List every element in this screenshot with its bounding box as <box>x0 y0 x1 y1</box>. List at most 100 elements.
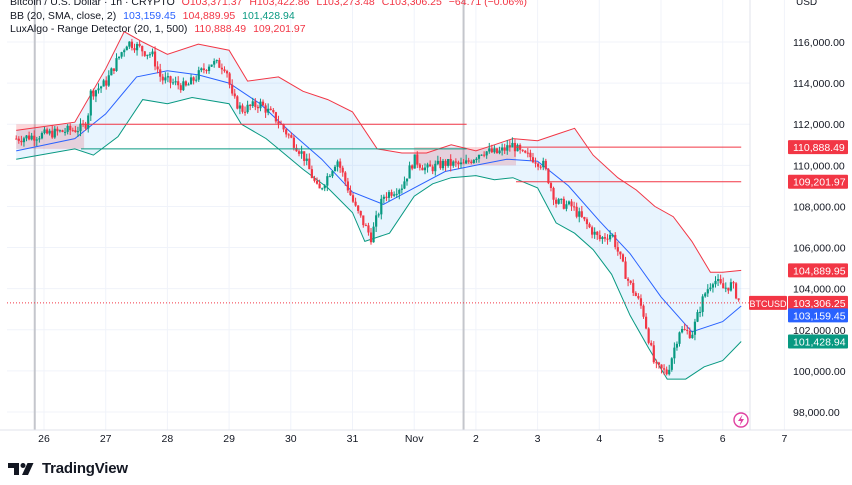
candle-body <box>261 101 265 106</box>
candle-body <box>547 168 550 184</box>
candle-body <box>151 51 154 55</box>
candle-body <box>210 64 213 67</box>
candle-body <box>107 75 110 86</box>
x-tick-label: 5 <box>658 433 664 445</box>
candle-body <box>431 166 434 172</box>
candle-body <box>177 81 180 86</box>
range-detector-legend[interactable]: LuxAlgo - Range Detector (20, 1, 500) 11… <box>10 23 310 36</box>
candle-body <box>233 93 236 97</box>
candle-body <box>447 158 450 166</box>
candle-body <box>76 131 80 133</box>
candle-body <box>382 196 385 199</box>
candle-body <box>390 192 393 196</box>
candle-body <box>66 125 69 132</box>
candle-body <box>295 147 298 152</box>
candle-body <box>171 82 175 84</box>
y-tick-label: 106,000.00 <box>793 243 846 255</box>
candle-body <box>493 148 496 153</box>
candle-body <box>79 123 82 132</box>
candle-body <box>20 140 23 143</box>
candle-body <box>225 71 229 74</box>
x-tick-label: 27 <box>100 433 112 445</box>
candle-body <box>120 52 123 57</box>
x-tick-label: 30 <box>285 433 297 445</box>
candle-body <box>35 139 38 141</box>
candle-body <box>207 66 211 71</box>
price-label-box <box>788 263 848 278</box>
candle-body <box>105 80 108 86</box>
bb-lower-value: 101,428.94 <box>242 10 295 22</box>
lightning-icon[interactable] <box>733 412 749 428</box>
candle-body <box>362 215 365 226</box>
candle-body <box>611 234 614 236</box>
candle-body <box>387 192 391 198</box>
candle-body <box>205 70 208 72</box>
candle-body <box>588 224 591 228</box>
candle-body <box>472 159 475 163</box>
candle-body <box>567 201 571 205</box>
candle-body <box>565 204 568 209</box>
candle-body <box>655 362 658 364</box>
low-value: L103,273.48 <box>316 0 375 8</box>
candle-body <box>614 234 617 248</box>
candle-body <box>629 280 632 283</box>
candle-body <box>698 311 702 313</box>
candle-body <box>372 226 375 243</box>
candle-body <box>349 190 352 196</box>
candle-body <box>465 160 468 164</box>
candle-body <box>675 343 679 348</box>
candle-body <box>238 105 241 109</box>
y-tick-label: 108,000.00 <box>793 201 846 213</box>
candle-body <box>573 206 576 208</box>
candle-body <box>58 130 62 132</box>
candle-body <box>197 70 200 80</box>
candle-body <box>135 43 139 51</box>
candle-body <box>552 187 555 200</box>
price-label-box <box>788 334 848 349</box>
candle-body <box>269 108 272 110</box>
candle-body <box>63 131 67 133</box>
candle-body <box>61 130 64 132</box>
candle-body <box>534 162 537 164</box>
candle-body <box>97 88 100 91</box>
candle-body <box>393 194 396 196</box>
price-label-box <box>788 174 848 189</box>
candle-body <box>310 169 313 178</box>
candle-body <box>115 58 118 71</box>
price-label-text: 104,889.95 <box>793 265 846 277</box>
candle-body <box>94 90 98 97</box>
candle-body <box>195 79 198 81</box>
candle-body <box>616 247 619 252</box>
candle-body <box>333 166 337 172</box>
brand-name: TradingView <box>42 460 128 477</box>
candle-body <box>434 163 437 172</box>
candle-body <box>341 167 344 173</box>
tradingview-logo[interactable]: TradingView <box>8 460 128 477</box>
candle-body <box>508 145 511 148</box>
candle-body <box>670 358 673 370</box>
bb-legend[interactable]: BB (20, SMA, close, 2) 103,159.45 104,88… <box>10 10 299 23</box>
candle-body <box>189 77 193 85</box>
candle-body <box>657 362 661 365</box>
candle-body <box>179 85 182 91</box>
candle-body <box>560 198 563 200</box>
candle-body <box>449 158 452 166</box>
candle-body <box>418 164 421 168</box>
candle-body <box>92 90 95 97</box>
candle-body <box>256 106 259 109</box>
price-labels: 110,888.49 109,201.97 104,889.95 103,306.25… <box>749 140 848 349</box>
candle-body <box>339 161 342 168</box>
candle-body <box>634 292 637 296</box>
candle-body <box>454 161 457 163</box>
candle-body <box>403 181 406 189</box>
candle-body <box>153 51 157 67</box>
candle-body <box>624 261 627 279</box>
candle-body <box>166 76 170 78</box>
candle-body <box>56 128 59 132</box>
symbol-title[interactable]: Bitcoin / U.S. Dollar · 1h · CRYPTO <box>10 0 175 8</box>
candle-body <box>639 298 643 306</box>
candle-body <box>606 238 609 240</box>
y-tick-label: 114,000.00 <box>793 78 845 90</box>
candle-body <box>557 199 560 204</box>
